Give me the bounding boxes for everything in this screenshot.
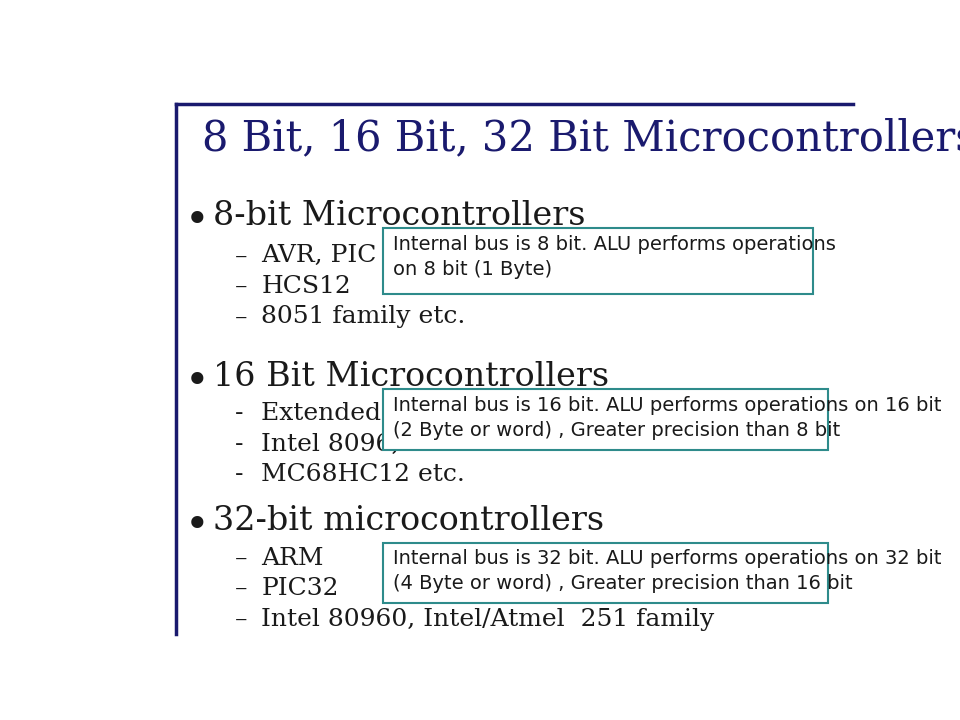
Text: AVR, PIC: AVR, PIC (261, 244, 376, 267)
Text: Intel 80960, Intel/Atmel  251 family: Intel 80960, Intel/Atmel 251 family (261, 608, 714, 631)
Text: –: – (235, 244, 248, 267)
Text: MC68HC12 etc.: MC68HC12 etc. (261, 464, 466, 487)
Text: Internal bus is 32 bit. ALU performs operations on 32 bit
(4 Byte or word) , Gre: Internal bus is 32 bit. ALU performs ope… (393, 549, 942, 593)
Text: –: – (235, 275, 248, 298)
Text: -: - (235, 464, 244, 487)
Text: -: - (235, 433, 244, 456)
FancyBboxPatch shape (383, 543, 828, 603)
Text: –: – (235, 608, 248, 631)
Text: HCS12: HCS12 (261, 275, 351, 298)
Text: -: - (235, 402, 244, 426)
Text: –: – (235, 305, 248, 328)
Text: Internal bus is 16 bit. ALU performs operations on 16 bit
(2 Byte or word) , Gre: Internal bus is 16 bit. ALU performs ope… (393, 396, 942, 440)
Text: Extended 8051XA: Extended 8051XA (261, 402, 488, 426)
Text: –: – (235, 546, 248, 570)
FancyBboxPatch shape (383, 389, 828, 449)
Text: •: • (184, 200, 209, 242)
Text: 8-bit Microcontrollers: 8-bit Microcontrollers (213, 200, 586, 232)
Text: Intel 8096,: Intel 8096, (261, 433, 399, 456)
Text: ARM: ARM (261, 546, 324, 570)
Text: 32-bit microcontrollers: 32-bit microcontrollers (213, 505, 604, 537)
Text: –: – (235, 577, 248, 600)
Text: PIC32: PIC32 (261, 577, 339, 600)
Text: •: • (184, 505, 209, 547)
Text: 8051 family etc.: 8051 family etc. (261, 305, 466, 328)
FancyBboxPatch shape (383, 228, 813, 294)
Text: 8 Bit, 16 Bit, 32 Bit Microcontrollers: 8 Bit, 16 Bit, 32 Bit Microcontrollers (202, 117, 960, 159)
Text: •: • (184, 361, 209, 402)
Text: 16 Bit Microcontrollers: 16 Bit Microcontrollers (213, 361, 610, 393)
Text: Internal bus is 8 bit. ALU performs operations
on 8 bit (1 Byte): Internal bus is 8 bit. ALU performs oper… (393, 235, 836, 279)
